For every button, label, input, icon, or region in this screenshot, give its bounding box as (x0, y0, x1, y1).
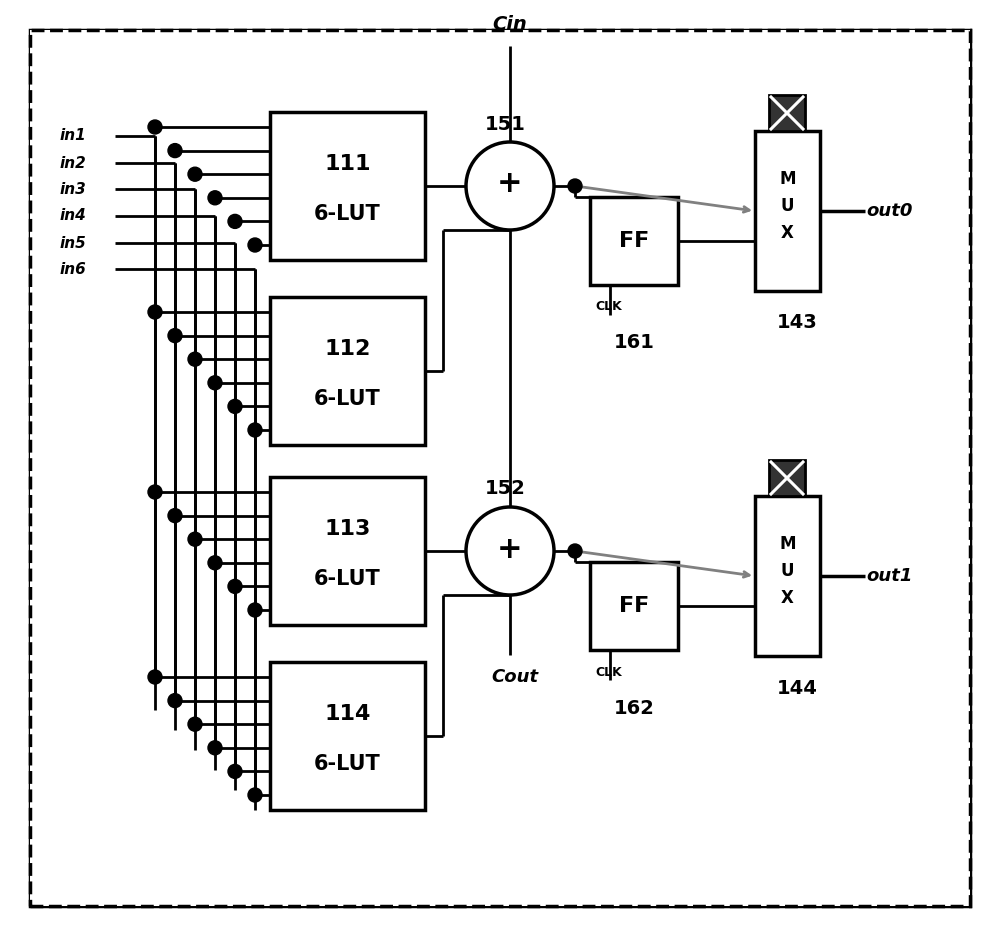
Text: 144: 144 (777, 679, 818, 697)
Circle shape (466, 507, 554, 595)
Circle shape (568, 544, 582, 558)
Text: 162: 162 (614, 698, 654, 718)
Text: in2: in2 (60, 155, 87, 170)
Bar (270, 662, 425, 810)
Bar (270, 477, 425, 625)
Text: Cout: Cout (491, 668, 539, 686)
Text: 151: 151 (485, 114, 525, 134)
Circle shape (228, 765, 242, 779)
Text: X: X (781, 224, 794, 242)
Bar (769, 95, 805, 131)
Circle shape (568, 179, 582, 193)
Circle shape (208, 740, 222, 754)
Text: 6-LUT: 6-LUT (314, 569, 381, 589)
Circle shape (168, 508, 182, 522)
Text: 143: 143 (777, 314, 818, 332)
Text: CLK: CLK (595, 300, 622, 314)
Text: out0: out0 (867, 202, 913, 220)
Circle shape (208, 556, 222, 570)
Bar (590, 197, 678, 285)
Circle shape (168, 329, 182, 343)
Text: in6: in6 (60, 261, 87, 276)
Text: +: + (497, 169, 523, 198)
Text: 6-LUT: 6-LUT (314, 204, 381, 224)
Circle shape (466, 142, 554, 230)
Circle shape (188, 352, 202, 366)
Circle shape (148, 305, 162, 319)
Circle shape (148, 670, 162, 684)
Bar (270, 112, 425, 260)
Circle shape (228, 214, 242, 228)
Bar (769, 460, 805, 496)
Circle shape (168, 143, 182, 157)
Circle shape (188, 533, 202, 547)
Text: in4: in4 (60, 209, 87, 224)
Text: 161: 161 (614, 333, 654, 353)
Text: 112: 112 (324, 339, 371, 359)
Circle shape (248, 603, 262, 617)
Circle shape (188, 717, 202, 731)
Circle shape (228, 579, 242, 593)
Text: FF: FF (619, 596, 649, 616)
Text: 113: 113 (324, 519, 371, 539)
Circle shape (208, 375, 222, 389)
Text: M: M (779, 170, 796, 188)
Bar (590, 562, 678, 650)
Circle shape (248, 788, 262, 802)
Text: U: U (781, 197, 794, 215)
Text: in1: in1 (60, 128, 87, 143)
Circle shape (208, 191, 222, 205)
Text: 114: 114 (324, 704, 371, 724)
Circle shape (148, 485, 162, 499)
Text: M: M (779, 535, 796, 553)
Text: 152: 152 (485, 479, 525, 499)
Text: 6-LUT: 6-LUT (314, 389, 381, 409)
Bar (270, 297, 425, 445)
Circle shape (168, 694, 182, 708)
Circle shape (148, 120, 162, 134)
Text: out1: out1 (867, 567, 913, 585)
Text: FF: FF (619, 231, 649, 251)
Text: 111: 111 (324, 154, 371, 174)
Text: 6-LUT: 6-LUT (314, 754, 381, 774)
Text: +: + (497, 534, 523, 563)
Bar (755, 131, 820, 291)
Text: in3: in3 (60, 182, 87, 197)
Circle shape (248, 238, 262, 252)
Circle shape (248, 423, 262, 437)
Text: in5: in5 (60, 236, 87, 251)
Circle shape (188, 168, 202, 182)
Bar (755, 496, 820, 656)
Text: U: U (781, 562, 794, 580)
Text: CLK: CLK (595, 665, 622, 679)
Text: Cin: Cin (493, 14, 527, 34)
Text: X: X (781, 589, 794, 607)
Circle shape (228, 400, 242, 414)
